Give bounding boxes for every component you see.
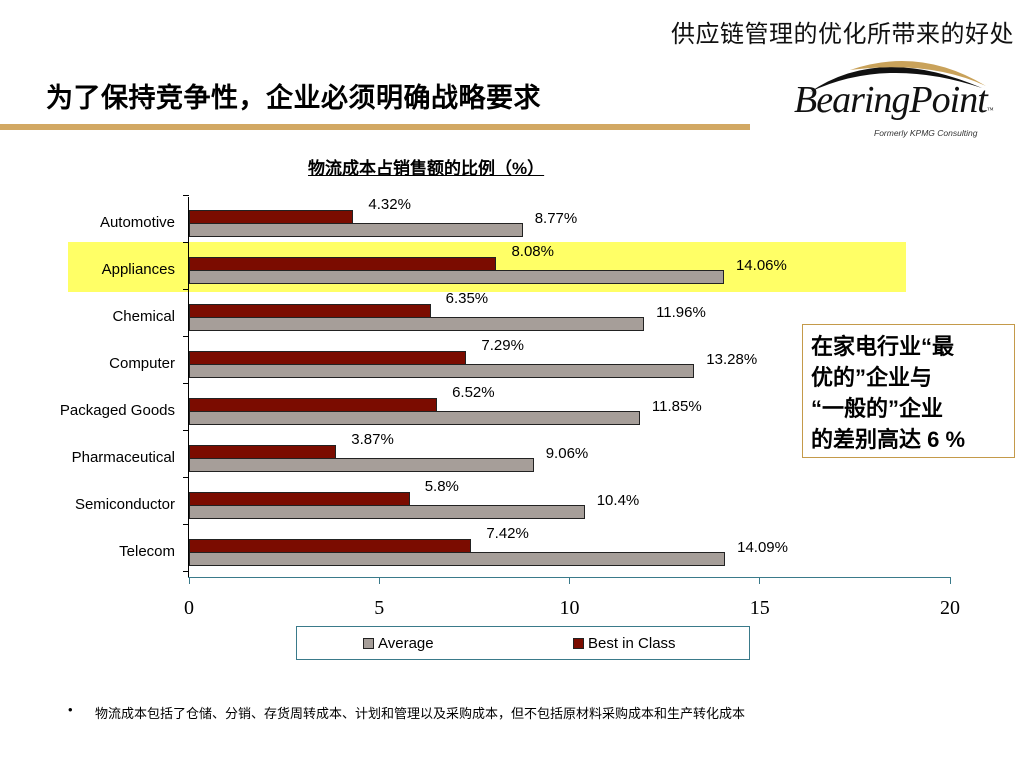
y-tick xyxy=(183,336,189,337)
bar-average xyxy=(189,317,645,331)
chart-title: 物流成本占销售额的比例（%） xyxy=(308,159,545,178)
logo-subtitle: Formerly KPMG Consulting xyxy=(874,128,978,138)
category-label: Telecom xyxy=(119,543,175,560)
value-label-best-in-class: 3.87% xyxy=(351,431,394,448)
x-tick-label: 10 xyxy=(559,597,580,619)
callout-line: 优的”企业与 xyxy=(811,365,933,390)
logo-wordmark: BearingPoint xyxy=(794,79,988,121)
bar-average xyxy=(189,223,523,237)
x-tick xyxy=(569,577,570,584)
callout-line: “一般的”企业 xyxy=(811,396,944,421)
bar-best-in-class xyxy=(189,210,354,224)
bar-average xyxy=(189,270,724,284)
category-label: Pharmaceutical xyxy=(71,449,175,466)
y-tick xyxy=(183,430,189,431)
bar-best-in-class xyxy=(189,351,467,365)
value-label-average: 13.28% xyxy=(706,351,758,368)
bearingpoint-logo: BearingPoint™ Formerly KPMG Consulting xyxy=(790,48,1000,143)
value-label-average: 10.4% xyxy=(596,492,640,509)
category-label: Packaged Goods xyxy=(59,402,175,419)
legend-label-average: Average xyxy=(378,635,434,652)
y-tick xyxy=(183,289,189,290)
value-label-best-in-class: 8.08% xyxy=(511,243,554,260)
value-label-average: 14.09% xyxy=(737,539,788,556)
logo-trademark: ™ xyxy=(986,106,994,114)
x-tick xyxy=(378,577,380,584)
callout-line: 的差别高达 6 % xyxy=(811,427,966,452)
bar-average xyxy=(189,364,695,378)
x-tick-label: 15 xyxy=(749,597,770,619)
y-tick xyxy=(183,571,189,572)
bar-average xyxy=(189,458,534,472)
y-tick xyxy=(183,242,189,243)
bar-best-in-class xyxy=(189,257,497,271)
category-label: Semiconductor xyxy=(74,496,175,513)
legend-swatch-best-in-class xyxy=(573,638,584,649)
logo-arc-icon xyxy=(810,61,986,92)
y-axis xyxy=(188,197,189,577)
value-label-best-in-class: 4.32% xyxy=(368,196,411,213)
footnote-text: 物流成本包括了仓储、分销、存货周转成本、计划和管理以及采购成本，但不包括原材料采… xyxy=(95,706,746,721)
value-label-best-in-class: 5.8% xyxy=(424,478,459,495)
value-label-average: 11.96% xyxy=(656,304,706,321)
x-tick-label: 5 xyxy=(374,597,385,619)
y-tick xyxy=(183,477,189,478)
bar-best-in-class xyxy=(189,539,472,553)
title-divider xyxy=(0,124,750,130)
legend-item-average: Average xyxy=(363,635,434,652)
value-label-best-in-class: 6.35% xyxy=(445,290,489,307)
legend-swatch-average xyxy=(363,638,374,649)
category-label: Automotive xyxy=(99,214,175,231)
callout-line: 在家电行业“最 xyxy=(811,334,955,359)
x-tick-label: 20 xyxy=(940,597,960,619)
y-tick xyxy=(183,524,189,525)
value-label-average: 8.77% xyxy=(534,210,578,227)
bar-average xyxy=(189,505,585,519)
x-tick xyxy=(949,577,951,584)
slide-main-title: 为了保持竞争性，企业必须明确战略要求 xyxy=(46,83,541,113)
x-tick-label: 0 xyxy=(184,597,194,619)
bar-best-in-class xyxy=(189,398,438,412)
bar-average xyxy=(189,552,726,566)
value-label-average: 14.06% xyxy=(735,257,787,274)
bar-best-in-class xyxy=(189,492,410,506)
x-tick xyxy=(188,577,190,584)
category-label: Appliances xyxy=(101,261,175,278)
y-tick xyxy=(183,195,189,196)
value-label-best-in-class: 7.29% xyxy=(481,337,524,354)
category-label: Chemical xyxy=(112,308,175,325)
bar-best-in-class xyxy=(189,304,431,318)
callout-box: 在家电行业“最 优的”企业与 “一般的”企业 的差别高达 6 % xyxy=(802,324,1015,458)
slide-top-title: 供应链管理的优化所带来的好处 xyxy=(671,21,1014,48)
value-label-best-in-class: 6.52% xyxy=(452,384,495,401)
category-label: Computer xyxy=(109,355,175,372)
y-tick xyxy=(183,383,189,384)
bullet-icon: • xyxy=(68,702,73,717)
x-tick xyxy=(759,577,761,584)
value-label-average: 9.06% xyxy=(545,445,589,462)
bar-average xyxy=(189,411,640,425)
legend-item-best-in-class: Best in Class xyxy=(573,635,676,652)
value-label-average: 11.85% xyxy=(651,398,702,415)
legend-label-best-in-class: Best in Class xyxy=(588,635,676,652)
chart-legend: Average Best in Class xyxy=(296,626,750,660)
bar-best-in-class xyxy=(189,445,337,459)
value-label-best-in-class: 7.42% xyxy=(486,525,529,542)
